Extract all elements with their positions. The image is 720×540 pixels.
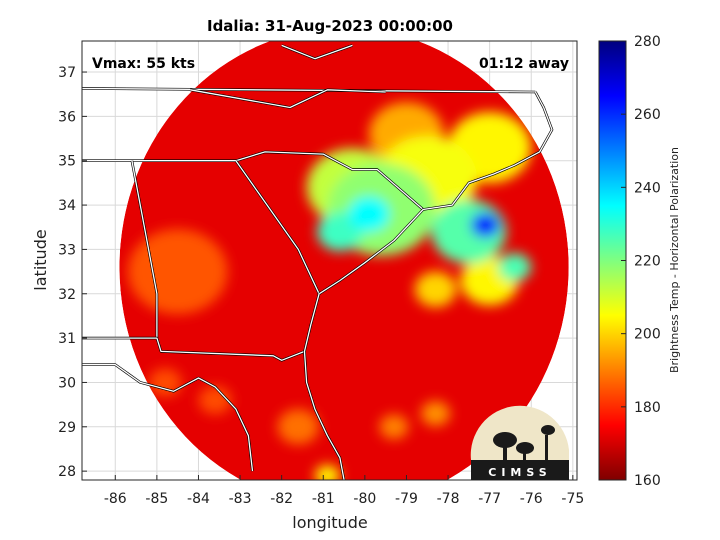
- boundary-line: [318, 91, 553, 295]
- y-tick-label: 34: [58, 198, 76, 214]
- tb-feature: [379, 414, 409, 440]
- tb-feature: [314, 464, 340, 480]
- x-axis-ticks: -86 -85 -84 -83 -82 -81 -80 -79 -78 -77 -76 -75: [104, 475, 584, 507]
- tb-feature: [470, 212, 501, 238]
- tb-feature: [198, 385, 232, 415]
- boundary-line: [303, 293, 345, 480]
- y-tick-label: 33: [58, 242, 76, 258]
- vmax-label: Vmax: 55 kts: [92, 56, 195, 72]
- y-tick-label: 29: [58, 420, 76, 436]
- time-away-label: 01:12 away: [479, 56, 569, 72]
- colorbar-tick-label: 180: [634, 400, 661, 416]
- boundary-line: [82, 337, 305, 361]
- colorbar-tick-label: 280: [634, 34, 661, 50]
- y-tick-label: 36: [58, 109, 76, 125]
- x-tick-label: -76: [520, 491, 543, 507]
- tb-feature: [421, 401, 451, 426]
- x-tick-label: -80: [353, 491, 376, 507]
- x-tick-label: -82: [270, 491, 293, 507]
- y-tick-label: 32: [58, 287, 76, 303]
- y-tick-label: 37: [58, 65, 76, 81]
- plot-area: -86 -85 -84 -83 -82 -81 -80 -79 -78 -77 -76 -75 282…: [58, 40, 584, 507]
- boundary-line: [235, 160, 320, 295]
- y-tick-label: 28: [58, 464, 76, 480]
- x-tick-label: -79: [395, 491, 418, 507]
- x-tick-label: -75: [561, 491, 584, 507]
- x-tick-label: -81: [312, 491, 335, 507]
- colorbar: 280 260 240 220 200 180 160 Brightness Temp - …: [598, 34, 681, 489]
- state-boundaries: [82, 44, 554, 480]
- tb-feature: [277, 409, 320, 445]
- y-axis-ticks: 28 29 30 31 32 33 34 35 36 37: [58, 65, 87, 480]
- y-tick-label: 31: [58, 331, 76, 347]
- tb-feature: [148, 368, 182, 397]
- x-tick-label: -85: [145, 491, 168, 507]
- x-tick-label: -77: [478, 491, 501, 507]
- x-tick-label: -83: [229, 491, 252, 507]
- boundary-line: [281, 44, 353, 60]
- boundary-line: [82, 151, 424, 210]
- tb-feature: [348, 196, 390, 232]
- tb-feature: [414, 271, 457, 308]
- x-tick-label: -84: [187, 491, 210, 507]
- swath: [119, 41, 569, 480]
- boundary-line: [82, 364, 254, 472]
- colorbar-tick-label: 240: [634, 180, 661, 196]
- x-tick-label: -78: [437, 491, 460, 507]
- colorbar-tick-label: 200: [634, 327, 661, 343]
- logo-text: CIMSS: [488, 466, 551, 479]
- x-tick-label: -86: [104, 491, 127, 507]
- plot-frame: [81, 40, 578, 481]
- boundary-line: [82, 87, 536, 93]
- colorbar-tick-label: 220: [634, 254, 661, 270]
- tb-feature: [127, 229, 228, 315]
- cimss-logo: CIMSS: [470, 405, 569, 480]
- colorbar-label: Brightness Temp - Horizontal Polarizatio…: [668, 147, 681, 373]
- y-axis-label: latitude: [31, 229, 50, 290]
- y-tick-label: 30: [58, 375, 76, 391]
- y-tick-label: 35: [58, 154, 76, 170]
- brightness-temp-field: [119, 41, 569, 480]
- x-axis-label: longitude: [292, 513, 367, 532]
- boundary-line: [131, 160, 158, 339]
- colorbar-tick-label: 160: [634, 473, 661, 489]
- colorbar-ticks: 280 260 240 220 200 180 160: [621, 34, 661, 489]
- boundary-line: [190, 89, 386, 109]
- chart-title: Idalia: 31-Aug-2023 00:00:00: [207, 17, 453, 35]
- colorbar-tick-label: 260: [634, 107, 661, 123]
- tb-feature: [497, 252, 532, 282]
